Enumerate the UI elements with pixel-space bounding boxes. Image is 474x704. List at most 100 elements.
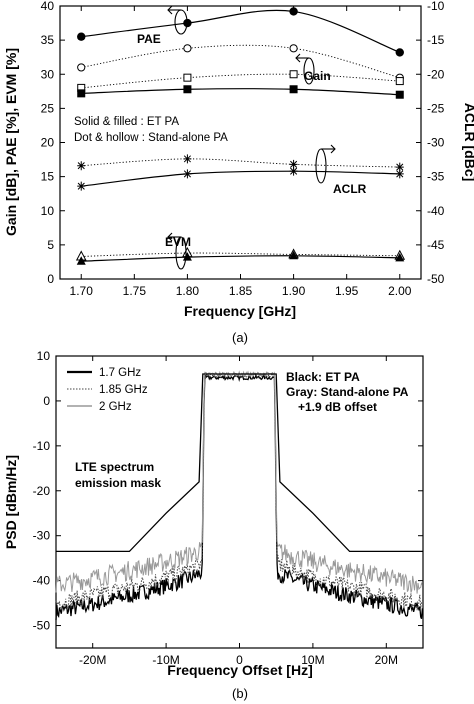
x-tick-label-a: 1.70 [70, 284, 94, 298]
point-pae_sa [77, 63, 86, 72]
point-aclr_sa [183, 154, 192, 164]
aclr-arrow-head [330, 144, 336, 154]
y2-tick-label-a: -35 [427, 170, 445, 184]
point-aclr_et [289, 166, 298, 176]
legend-note-2: Dot & hollow : Stand-alone PA [74, 132, 228, 144]
x-tick-label-a: 1.85 [229, 284, 253, 298]
y-tick-label-b: 0 [43, 394, 50, 408]
point-gain_sa [395, 77, 404, 86]
y-tick-label-a: 35 [41, 33, 55, 47]
point-pae_sa [289, 44, 298, 53]
y-tick-label-a: 15 [41, 170, 55, 184]
y-tick-label-a: 10 [41, 204, 55, 218]
y-axis-title-b: PSD [dBm/Hz] [3, 455, 19, 549]
x-tick-label-a: 1.80 [176, 284, 200, 298]
x-tick-label-b: 20M [375, 653, 398, 667]
legend-note-1: Solid & filled : ET PA [74, 116, 179, 128]
y-tick-label-a: 25 [41, 101, 55, 115]
y-tick-label-a: 30 [41, 67, 55, 81]
legend-label-3: 2 GHz [99, 401, 132, 413]
point-gain_sa [289, 70, 298, 79]
chart-b: -20M -10M 0 10M 20M 10 0 -10 -20 -30 -40 -50 1.7 GH… [3, 349, 424, 701]
series-line-gain_et [81, 88, 400, 96]
y2-tick-label-a: -20 [427, 67, 445, 81]
x-axis-title-b: Frequency Offset [Hz] [167, 662, 312, 678]
legend-b: 1.7 GHz 1.85 GHz 2 GHz [67, 367, 148, 413]
y2-tick-label-a: -40 [427, 204, 445, 218]
x-tick-label-b: 10M [301, 653, 324, 667]
y2-tick-label-a: -10 [427, 0, 445, 13]
legend-label-1: 1.7 GHz [99, 367, 141, 379]
note-line-3: +1.9 dB offset [298, 400, 377, 414]
y2-tick-label-a: -30 [427, 136, 445, 150]
y-tick-label-b: 10 [37, 349, 51, 363]
series-line-pae_et [81, 9, 400, 53]
y-tick-label-a: 0 [47, 272, 54, 286]
point-gain_et [395, 90, 404, 99]
x-tick-label-a: 2.00 [388, 284, 412, 298]
caption-b: (b) [232, 686, 248, 701]
point-pae_et [395, 48, 404, 57]
x-tick-label-b: 0 [236, 653, 243, 667]
y2-tick-label-a: -15 [427, 33, 445, 47]
y-tick-label-b: -50 [33, 619, 51, 633]
point-aclr_sa [395, 162, 404, 172]
evm-arrow-head [167, 232, 173, 242]
psd-trace-0 [55, 373, 424, 621]
x-tick-label-a: 1.95 [335, 284, 359, 298]
point-pae_et [289, 7, 298, 16]
series-line-evm_et [81, 255, 400, 262]
note-line-2: Gray: Stand-alone PA [286, 385, 409, 399]
gain-arrow-head [295, 53, 301, 63]
note-line-1: Black: ET PA [286, 370, 360, 384]
point-aclr_sa [77, 161, 86, 171]
y2-tick-label-a: -50 [427, 272, 445, 286]
y-tick-label-a: 40 [41, 0, 55, 13]
emission-mask [56, 373, 423, 553]
gain-label: Gain [304, 69, 331, 83]
y-tick-label-b: -40 [33, 574, 51, 588]
x-axis-title-a: Frequency [GHz] [184, 303, 296, 319]
series-line-gain_sa [81, 73, 400, 89]
series-line-evm_sa [81, 252, 400, 257]
y-axis-title-a: Gain [dB], PAE [%], EVM [%] [3, 48, 19, 236]
point-aclr_et [77, 181, 86, 191]
x-tick-label-b: -20M [79, 653, 106, 667]
point-aclr_sa [289, 159, 298, 169]
evm-label: EVM [165, 235, 191, 249]
point-gain_et [183, 85, 192, 94]
x-tick-label-b: -10M [152, 653, 179, 667]
y-tick-label-b: -10 [33, 439, 51, 453]
y-tick-label-a: 20 [41, 136, 55, 150]
y2-tick-label-a: -45 [427, 238, 445, 252]
y-tick-label-b: -20 [33, 484, 51, 498]
series-line-aclr_sa [81, 158, 400, 168]
pae-arrow-head [167, 5, 173, 15]
aclr-axis-arrow [315, 148, 327, 184]
y2-tick-label-a: -25 [427, 101, 445, 115]
y2-axis-title-a: ACLR [dBc] [462, 103, 474, 182]
y-tick-label-b: -30 [33, 529, 51, 543]
point-evm_et [395, 252, 405, 262]
point-evm_et [76, 256, 86, 265]
legend-label-2: 1.85 GHz [99, 384, 148, 396]
y-tick-label-a: 5 [47, 238, 54, 252]
caption-a: (a) [232, 330, 248, 345]
point-evm_et [289, 250, 299, 260]
point-gain_et [77, 89, 86, 98]
point-gain_sa [183, 73, 192, 82]
x-tick-label-a: 1.75 [123, 284, 147, 298]
axis-arrows [167, 5, 336, 270]
point-aclr_et [395, 169, 404, 179]
psd-trace-2 [55, 370, 423, 594]
mask-label-2: emission mask [75, 476, 161, 490]
point-gain_et [289, 85, 298, 94]
chart-a: 1.70 1.75 1.80 1.85 1.90 1.95 2.00 0 5 10 15 20 25 30… [3, 0, 474, 345]
x-tick-label-a: 1.90 [282, 284, 306, 298]
pae-label: PAE [137, 32, 161, 46]
psd-trace-1 [55, 372, 423, 611]
aclr-label: ACLR [333, 182, 367, 196]
series-line-pae_sa [81, 44, 400, 79]
point-pae_et [77, 32, 86, 41]
